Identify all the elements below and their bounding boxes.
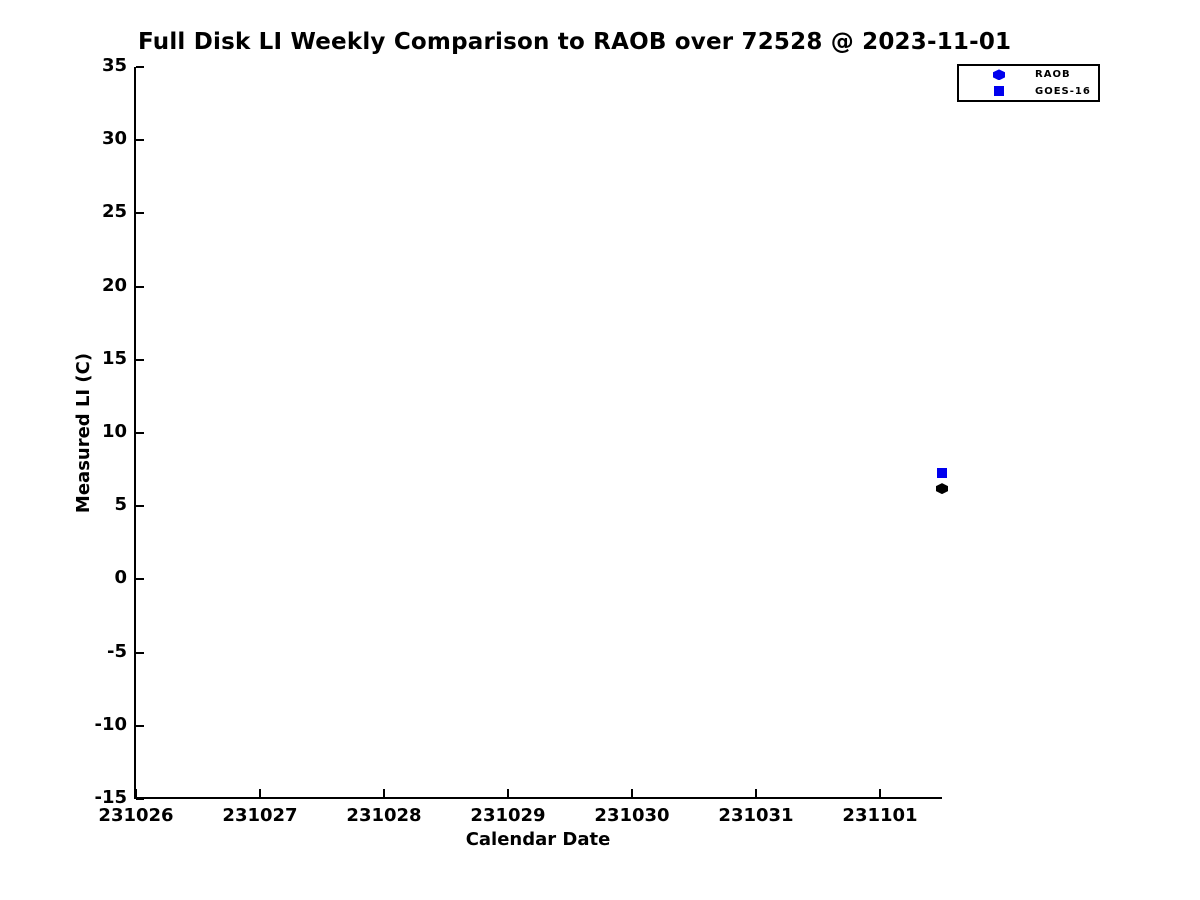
y-tick-mark: [136, 212, 144, 215]
legend-box: RAOB GOES-16: [957, 64, 1100, 102]
data-point-goes-16: [937, 467, 947, 478]
legend-marker-raob-icon: [993, 69, 1005, 81]
x-tick-label: 231029: [470, 805, 546, 826]
y-tick-label: -15: [94, 787, 127, 808]
y-tick-label: -10: [94, 713, 127, 735]
x-tick-label: 231101: [842, 805, 918, 826]
y-tick-mark: [136, 139, 144, 142]
y-tick-label: 10: [101, 421, 127, 442]
y-tick-label: 30: [101, 128, 127, 150]
x-tick-mark: [507, 789, 509, 797]
y-tick-mark: [136, 651, 144, 654]
x-tick-mark: [755, 789, 757, 797]
legend-marker-wrap: [991, 86, 1007, 97]
x-axis-label: Calendar Date: [465, 829, 611, 850]
chart-title: Full Disk LI Weekly Comparison to RAOB o…: [138, 29, 1012, 55]
y-tick-label: 15: [101, 347, 127, 369]
y-tick-mark: [136, 798, 144, 800]
legend-entry: RAOB: [959, 67, 1098, 82]
y-tick-label: 5: [114, 494, 127, 516]
y-tick-label: 0: [114, 567, 127, 589]
y-tick-label: 25: [101, 201, 127, 223]
y-tick-mark: [136, 505, 144, 508]
data-point-raob: [936, 483, 948, 495]
x-tick-label: 231028: [346, 805, 422, 826]
y-tick-mark: [136, 578, 144, 581]
x-tick-label: 231026: [98, 805, 174, 826]
legend-marker-wrap: [991, 69, 1007, 81]
y-tick-label: -5: [107, 640, 127, 662]
x-tick-mark: [879, 789, 881, 797]
x-tick-mark: [631, 789, 633, 797]
y-tick-label: 35: [101, 55, 127, 76]
x-tick-mark: [383, 789, 385, 797]
y-tick-label: 20: [101, 274, 127, 296]
x-tick-label: 231027: [222, 805, 298, 826]
x-tick-mark: [135, 789, 137, 797]
plot-area: [134, 67, 942, 799]
y-tick-mark: [136, 724, 144, 727]
x-tick-label: 231030: [594, 805, 670, 826]
x-tick-label: 231031: [718, 805, 794, 826]
y-tick-mark: [136, 285, 144, 288]
legend-entry: GOES-16: [959, 84, 1098, 99]
legend-marker-goes-16-icon: [994, 86, 1004, 97]
legend-entry-label: RAOB: [1035, 69, 1071, 81]
y-tick-mark: [136, 66, 144, 68]
y-tick-mark: [136, 432, 144, 434]
legend-entry-label: GOES-16: [1035, 85, 1091, 97]
x-tick-mark: [259, 789, 261, 797]
y-tick-mark: [136, 358, 144, 361]
